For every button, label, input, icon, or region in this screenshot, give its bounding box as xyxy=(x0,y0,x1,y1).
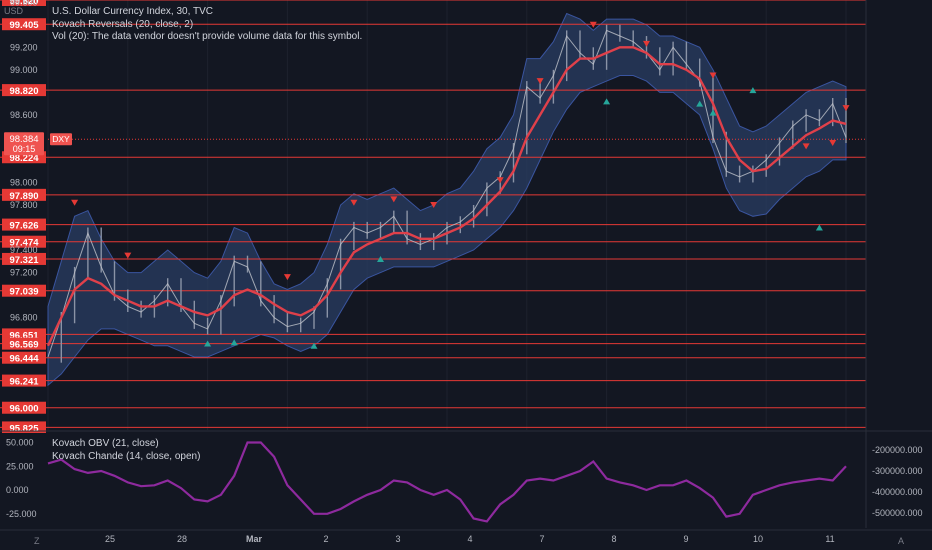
price-tick-label: 99.200 xyxy=(10,42,38,52)
level-label: 96.444 xyxy=(9,354,39,365)
oscillator-pane-bg xyxy=(0,433,932,528)
indicator-volume-label: Vol (20): The data vendor doesn't provid… xyxy=(52,31,363,42)
level-label: 96.651 xyxy=(9,330,39,341)
price-tick-label: 98.600 xyxy=(10,110,38,120)
time-axis-label: 4 xyxy=(467,534,472,544)
level-label: 97.321 xyxy=(9,255,39,266)
level-label-bg xyxy=(2,351,46,364)
time-axis-label: 11 xyxy=(825,534,834,544)
auto-scale-button[interactable]: A xyxy=(898,536,905,546)
indicator-obv-label: Kovach OBV (21, close) xyxy=(52,438,159,449)
level-label: 97.474 xyxy=(9,238,39,249)
level-label-bg xyxy=(2,252,46,265)
level-label-bg xyxy=(2,328,46,341)
countdown-timer: 09:15 xyxy=(13,144,36,154)
reversal-down-marker xyxy=(536,78,544,85)
reversal-up-marker xyxy=(377,256,384,263)
reversal-up-marker xyxy=(749,87,757,94)
level-label: 98.820 xyxy=(9,86,38,97)
oscillator-left-tick: 50.000 xyxy=(6,438,34,448)
level-label: 97.039 xyxy=(9,287,38,298)
time-axis-label: 8 xyxy=(611,534,616,544)
time-axis-label: Mar xyxy=(246,534,263,544)
oscillator-right-tick: -500000.000 xyxy=(872,508,923,518)
level-label-bg xyxy=(2,284,46,297)
reversal-up-marker xyxy=(709,109,717,116)
price-tick-label: 97.400 xyxy=(10,245,38,255)
oscillator-right-tick: -300000.000 xyxy=(872,466,923,476)
level-label: 96.000 xyxy=(9,404,38,415)
level-label-bg xyxy=(2,18,46,31)
price-tick-label: 99.000 xyxy=(10,65,38,75)
level-label: 99.405 xyxy=(9,20,39,31)
level-label: 97.890 xyxy=(9,191,38,202)
reversal-up-marker xyxy=(310,342,318,349)
level-label-bg xyxy=(2,235,46,248)
indicator-chande-label: Kovach Chande (14, close, open) xyxy=(52,451,201,462)
reversal-down-marker xyxy=(496,177,504,184)
reversal-down-marker xyxy=(802,143,810,150)
indicator-reversals-label: Kovach Reversals (20, close, 2) xyxy=(52,19,194,30)
price-tick-label: 99.600 xyxy=(10,0,38,7)
time-axis-label: 10 xyxy=(753,534,763,544)
left-corner-button[interactable]: Z xyxy=(34,536,40,546)
symbol-title: U.S. Dollar Currency Index, 30, TVC xyxy=(52,6,213,17)
price-tick-label: 97.800 xyxy=(10,200,38,210)
reversal-down-marker xyxy=(71,199,79,206)
time-axis-label: 2 xyxy=(323,534,328,544)
level-label: 96.241 xyxy=(9,377,39,388)
reversal-down-marker xyxy=(643,40,650,47)
moving-average-line xyxy=(46,46,847,347)
time-axis-label: 25 xyxy=(105,534,115,544)
current-price-value: 98.384 xyxy=(9,134,38,145)
reversal-up-marker xyxy=(815,224,823,231)
price-tick-label: 97.200 xyxy=(10,268,38,278)
symbol-tag xyxy=(50,133,72,146)
time-axis-label: 3 xyxy=(395,534,400,544)
level-label: 97.626 xyxy=(9,221,38,232)
level-label-bg xyxy=(2,401,46,414)
level-label-bg xyxy=(2,218,46,231)
level-label: 98.224 xyxy=(9,153,39,164)
level-label-bg xyxy=(2,374,46,387)
reversal-down-marker xyxy=(430,201,438,208)
reversal-down-marker xyxy=(709,72,717,79)
oscillator-right-tick: -200000.000 xyxy=(872,445,923,455)
reversal-down-marker xyxy=(829,140,837,147)
reversal-down-marker xyxy=(390,196,398,203)
oscillator-left-tick: -25.000 xyxy=(6,509,37,519)
reversal-down-marker xyxy=(283,274,291,281)
reversal-up-marker xyxy=(230,339,238,346)
time-axis-label: 9 xyxy=(683,534,688,544)
level-label-bg xyxy=(2,188,46,201)
time-axis-label: 7 xyxy=(539,534,544,544)
level-label-bg xyxy=(2,337,46,350)
reversal-up-marker xyxy=(696,100,704,107)
reversal-down-marker xyxy=(589,21,597,28)
oscillator-left-tick: 0.000 xyxy=(6,485,29,495)
reversal-down-marker xyxy=(350,199,358,206)
reversal-up-marker xyxy=(204,340,212,347)
level-label-bg xyxy=(2,421,46,434)
level-label-bg xyxy=(2,84,46,97)
price-tick-label: 96.800 xyxy=(10,313,38,323)
reversal-down-marker xyxy=(842,105,850,112)
level-label: 99.620 xyxy=(9,0,38,7)
currency-label: USD xyxy=(4,6,24,16)
oscillator-right-tick: -400000.000 xyxy=(872,487,923,497)
oscillator-line xyxy=(47,441,847,523)
reversal-up-marker xyxy=(603,98,611,105)
envelope-band xyxy=(47,12,847,387)
oscillator-left-tick: 25.000 xyxy=(6,461,34,471)
reversal-down-marker xyxy=(124,252,132,259)
level-label: 96.569 xyxy=(9,340,38,351)
symbol-tag-label: DXY xyxy=(52,134,70,144)
level-label-bg xyxy=(2,0,46,6)
current-price-tag xyxy=(4,132,44,156)
level-label: 95.825 xyxy=(9,423,39,434)
time-axis-label: 28 xyxy=(177,534,187,544)
price-tick-label: 98.000 xyxy=(10,177,38,187)
